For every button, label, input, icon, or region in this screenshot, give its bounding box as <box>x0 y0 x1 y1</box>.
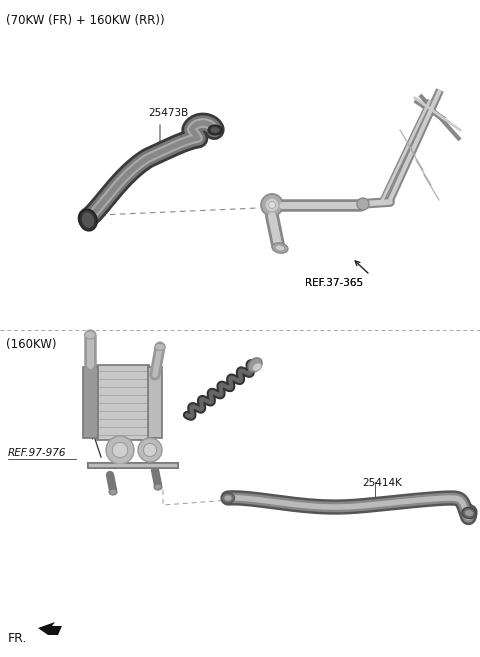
Ellipse shape <box>465 509 473 516</box>
Ellipse shape <box>211 127 219 133</box>
Text: FR.: FR. <box>8 632 27 645</box>
Ellipse shape <box>248 358 262 372</box>
Text: 25414K: 25414K <box>362 478 402 488</box>
Polygon shape <box>38 622 62 635</box>
Ellipse shape <box>82 212 94 228</box>
Text: (70KW (FR) + 160KW (RR)): (70KW (FR) + 160KW (RR)) <box>6 14 165 27</box>
Ellipse shape <box>268 202 276 208</box>
Ellipse shape <box>84 331 96 339</box>
Ellipse shape <box>224 495 232 501</box>
Ellipse shape <box>265 198 279 212</box>
Bar <box>148 367 162 438</box>
Ellipse shape <box>357 198 369 210</box>
Text: REF.97-976: REF.97-976 <box>8 448 67 458</box>
Ellipse shape <box>144 443 156 457</box>
Bar <box>83 367 98 438</box>
Text: 25473B: 25473B <box>148 108 188 118</box>
Ellipse shape <box>252 363 262 371</box>
Bar <box>97 365 149 440</box>
Ellipse shape <box>79 209 97 231</box>
Ellipse shape <box>106 436 134 464</box>
Ellipse shape <box>275 245 285 251</box>
Ellipse shape <box>109 489 117 495</box>
Ellipse shape <box>112 442 128 458</box>
Ellipse shape <box>154 484 162 490</box>
Ellipse shape <box>138 438 162 462</box>
Ellipse shape <box>261 194 283 216</box>
Ellipse shape <box>155 344 165 350</box>
Ellipse shape <box>221 493 235 503</box>
Text: REF.37-365: REF.37-365 <box>305 278 363 288</box>
Text: REF.37-365: REF.37-365 <box>305 278 363 288</box>
Ellipse shape <box>208 125 222 135</box>
Ellipse shape <box>462 507 476 518</box>
Text: (160KW): (160KW) <box>6 338 57 351</box>
Ellipse shape <box>272 243 288 253</box>
